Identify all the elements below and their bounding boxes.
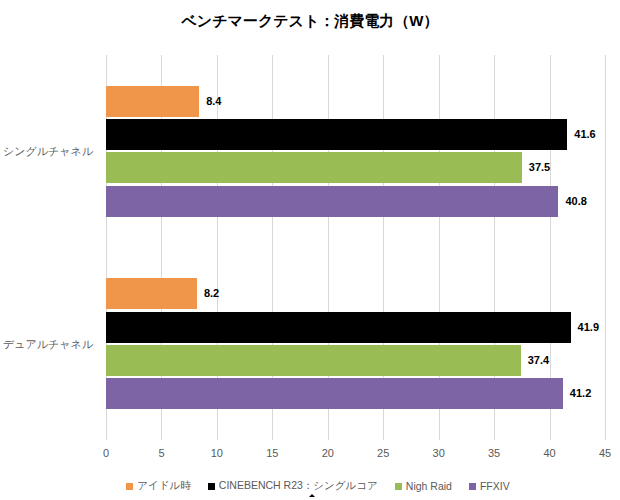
legend-item: アイドル時 — [126, 479, 190, 493]
cursor-artifact — [309, 494, 315, 497]
x-tick-label: 35 — [488, 447, 500, 459]
bar — [106, 186, 558, 217]
category-label: シングルチャネル — [0, 144, 93, 159]
bar-value-label: 37.4 — [528, 345, 549, 376]
bar — [106, 345, 521, 376]
bar-value-label: 37.5 — [529, 152, 550, 183]
x-tick-label: 25 — [377, 447, 389, 459]
legend-item: Nigh Raid — [395, 480, 452, 492]
legend-swatch — [208, 483, 215, 490]
bar-value-label: 41.9 — [578, 312, 599, 343]
legend-label: FFXIV — [480, 480, 510, 492]
legend-label: Nigh Raid — [406, 480, 452, 492]
plot-area: 8.4 41.6 37.5 40.8 8.2 41.9 37.4 41.2 — [106, 55, 605, 440]
legend-label: アイドル時 — [137, 479, 190, 493]
bar — [106, 86, 199, 117]
legend-label: CINEBENCH R23：シングルコア — [219, 479, 378, 493]
chart-title: ベンチマークテスト：消費電力（W） — [0, 12, 620, 31]
legend-swatch — [469, 483, 476, 490]
x-tick-label: 20 — [322, 447, 334, 459]
legend-item: FFXIV — [469, 480, 510, 492]
x-tick-label: 0 — [103, 447, 109, 459]
bar — [106, 119, 567, 150]
bar-value-label: 41.2 — [570, 378, 591, 409]
x-tick-label: 10 — [211, 447, 223, 459]
x-tick-label: 30 — [433, 447, 445, 459]
bar-value-label: 8.4 — [206, 86, 221, 117]
x-tick-label: 45 — [599, 447, 611, 459]
bar — [106, 312, 571, 343]
bar-value-label: 8.2 — [204, 278, 219, 309]
legend-swatch — [395, 483, 402, 490]
bar — [106, 378, 563, 409]
gridline — [605, 55, 606, 440]
legend: アイドル時 CINEBENCH R23：シングルコア Nigh Raid FFXIV — [16, 479, 620, 493]
bar — [106, 152, 522, 183]
x-tick-label: 5 — [158, 447, 164, 459]
benchmark-power-chart: ベンチマークテスト：消費電力（W） 8.4 41.6 37.5 40.8 8.2 41.9… — [0, 0, 620, 500]
x-tick-label: 15 — [266, 447, 278, 459]
bar-value-label: 41.6 — [574, 119, 595, 150]
legend-item: CINEBENCH R23：シングルコア — [208, 479, 378, 493]
bar-value-label: 40.8 — [565, 186, 586, 217]
x-tick-label: 40 — [543, 447, 555, 459]
legend-swatch — [126, 483, 133, 490]
bar — [106, 278, 197, 309]
category-label: デュアルチャネル — [0, 337, 93, 352]
